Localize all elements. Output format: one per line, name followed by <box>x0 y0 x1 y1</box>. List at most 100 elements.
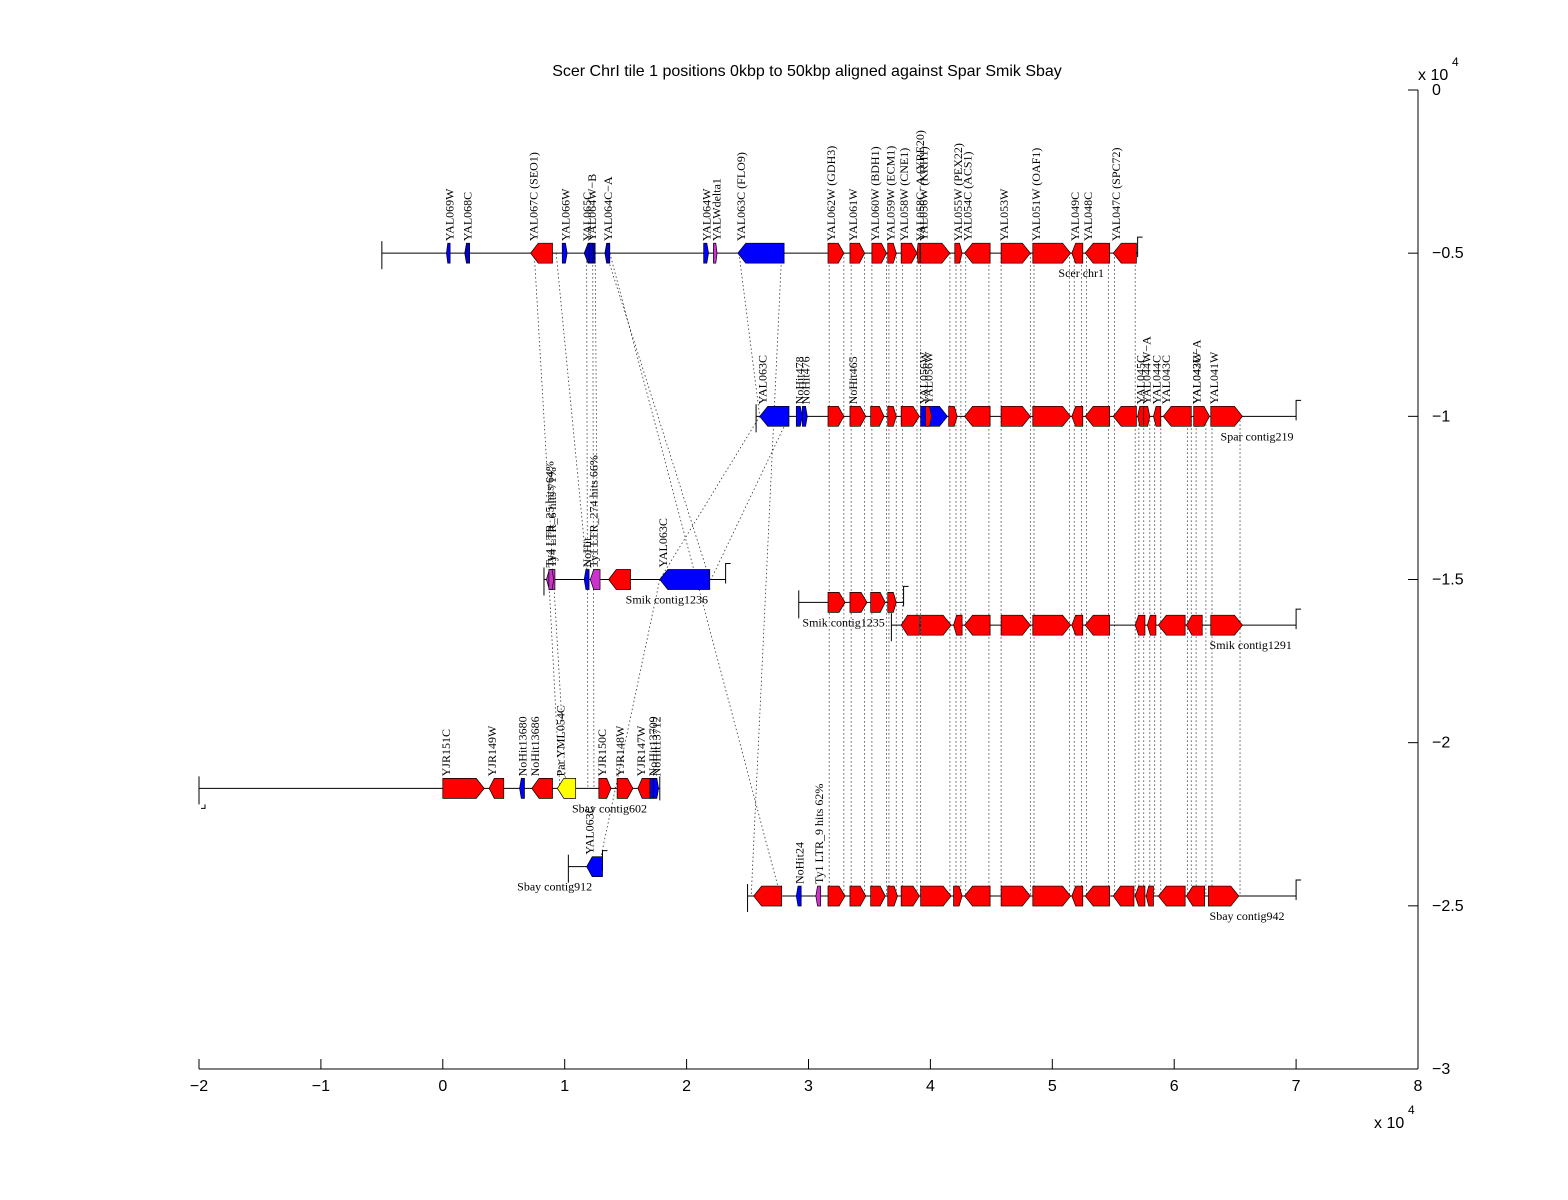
alignment-link <box>533 253 567 789</box>
gene-arrow <box>849 885 867 907</box>
gene-label: YJR151C <box>439 729 453 776</box>
gene-arrow <box>1162 405 1192 427</box>
gene-label: NoHit476 <box>798 356 812 404</box>
y-tick-label: −0.5 <box>1432 245 1464 262</box>
x-tick-label: 5 <box>1048 1078 1057 1095</box>
gene-arrow <box>849 242 865 264</box>
gene-label: YAL066W <box>558 188 572 241</box>
gene-arrow <box>659 569 711 590</box>
gene-arrow <box>887 242 897 264</box>
contig-end-bracket <box>1295 399 1302 421</box>
gene-arrow <box>1084 614 1110 636</box>
y-tick-label: −2.5 <box>1432 898 1464 915</box>
gene-label: YAL056W <box>922 351 936 404</box>
alignment-link <box>548 579 561 789</box>
contig-track: Smik contig1235 <box>798 585 909 629</box>
contig-track: Ty4 LTR_25 hits 64%Ty4 LTR_6 hits 71% NoH… <box>542 455 731 607</box>
gene-arrow <box>737 242 785 264</box>
gene-label: YAL063C <box>656 518 670 567</box>
x-axis-multiplier: x 10 4 <box>1374 1103 1415 1132</box>
gene-arrow <box>1134 885 1146 907</box>
axes: −2 −1 0 1 2 3 4 5 6 7 8 0 −0.5 −1 −1.5 −2 −2.5 −3 <box>190 82 1464 1095</box>
gene-arrow <box>1134 614 1146 636</box>
gene-label: YAL063C (FLO9) <box>734 152 748 241</box>
x-tick-label: 0 <box>438 1078 447 1095</box>
contig-end-bracket <box>903 585 909 607</box>
gene-arrow <box>802 405 808 427</box>
gene-label: YAL059W (ECM1) <box>884 146 898 241</box>
gene-arrow <box>900 242 918 264</box>
x-tick-label: 8 <box>1414 1078 1423 1095</box>
gene-arrow <box>464 242 470 264</box>
gene-arrow <box>1032 405 1072 427</box>
gene-arrow <box>583 569 590 590</box>
gene-arrow <box>589 569 601 590</box>
alignment-link <box>750 253 783 897</box>
gene-arrow <box>953 614 963 636</box>
gene-arrow <box>900 614 920 636</box>
gene-label: NoHit <box>580 537 594 568</box>
gene-label: YAL063C <box>756 355 770 404</box>
gene-arrow <box>953 885 963 907</box>
gene-arrow <box>1000 242 1031 264</box>
contig-label: Spar contig219 <box>1221 429 1294 443</box>
gene-arrow <box>1157 614 1186 636</box>
x-tick-label: 7 <box>1292 1078 1301 1095</box>
gene-arrow <box>1084 885 1110 907</box>
gene-arrow <box>920 885 952 907</box>
gene-label: Ty4 LTR_25 hits 64% <box>542 461 556 567</box>
contig-label: Scer chr1 <box>1058 266 1104 280</box>
gene-arrow <box>1207 885 1240 907</box>
gene-arrow <box>1143 405 1151 427</box>
y-tick-label: −1.5 <box>1432 572 1464 589</box>
gene-arrow <box>753 885 783 907</box>
gene-arrow <box>925 405 932 427</box>
gene-label: NoHit13712 <box>650 716 664 776</box>
gene-label: YAL043C <box>1159 355 1173 404</box>
gene-arrow <box>713 242 718 264</box>
gene-label: YAL043C−A <box>1190 339 1204 404</box>
gene-label: YJR150C <box>595 729 609 776</box>
contig-label: Sbay contig942 <box>1210 909 1285 923</box>
contig-end-bracket <box>601 850 608 871</box>
gene-label: YAL041W <box>1207 351 1221 404</box>
x-multiplier-exponent: 4 <box>1408 1103 1415 1117</box>
gene-label: YAL065C <box>580 192 594 241</box>
gene-arrow <box>1147 614 1157 636</box>
x-tick-label: 2 <box>682 1078 691 1095</box>
gene-arrow <box>519 778 525 799</box>
contig-label: Sbay contig602 <box>572 801 647 815</box>
gene-arrow <box>1084 405 1110 427</box>
gene-arrow <box>759 405 790 427</box>
gene-label: Ty1 LTR_9 hits 62% <box>812 784 826 884</box>
gene-label: YAL067C (SEO1) <box>527 152 541 241</box>
gene-arrow <box>948 405 958 427</box>
gene-arrow <box>827 405 845 427</box>
gene-arrow <box>530 242 553 264</box>
gene-arrow <box>604 242 611 264</box>
chart-title: Scer ChrI tile 1 positions 0kbp to 50kbp… <box>552 63 1062 80</box>
gene-label: YAL055W (PEX22) <box>951 143 965 241</box>
gene-arrow <box>598 778 612 799</box>
gene-arrow <box>1153 405 1162 427</box>
alignment-link <box>598 579 661 867</box>
gene-arrow <box>795 885 802 907</box>
gene-arrow <box>586 856 603 878</box>
gene-arrow <box>1112 242 1137 264</box>
gene-arrow <box>556 778 577 799</box>
gene-label: YALWdelta1 <box>709 178 723 241</box>
gene-arrow <box>1137 405 1145 427</box>
contig-track: YAL063C Sbay contig912 <box>517 805 608 894</box>
gene-arrow <box>920 405 948 427</box>
alignment-links <box>533 253 1241 897</box>
gene-arrow <box>849 591 868 613</box>
gene-label: YAL044C <box>1149 355 1163 404</box>
gene-arrow <box>442 778 485 799</box>
contig-track: YAL069W YAL068C YAL067C (SEO1) YAL066W YAL06… <box>381 130 1143 280</box>
gene-label: YAL045C <box>1134 355 1148 404</box>
gene-label: NoHit478 <box>792 356 806 404</box>
gene-arrow <box>827 242 845 264</box>
gene-arrow <box>900 405 920 427</box>
